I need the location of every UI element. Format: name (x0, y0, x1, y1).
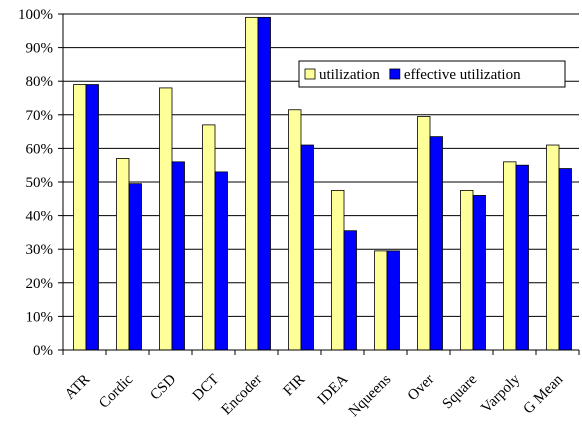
y-tick-label: 70% (26, 108, 54, 124)
bar-effective-utilization-idea (343, 230, 357, 351)
y-tick-label: 90% (26, 41, 54, 57)
bar-utilization-idea (331, 189, 345, 351)
x-tick-label: DCT (190, 372, 223, 405)
bar-utilization-dct (202, 124, 216, 351)
bar-effective-utilization-encoder (257, 16, 271, 351)
y-tick-label: 20% (26, 276, 54, 292)
bar-utilization-over (417, 116, 431, 351)
bar-effective-utilization-varpoly (515, 164, 529, 351)
x-tick-label: Varpoly (478, 371, 523, 416)
y-tick-label: 60% (26, 141, 54, 157)
bar-utilization-fir (288, 109, 302, 351)
legend-label: effective utilization (404, 67, 521, 83)
y-tick-label: 40% (26, 209, 54, 225)
bar-utilization-nqueens (374, 250, 388, 351)
bar-effective-utilization-cordic (128, 183, 142, 351)
bar-utilization-atr (73, 84, 87, 351)
bar-utilization-g-mean (546, 144, 560, 351)
legend-swatch (389, 68, 401, 80)
y-tick-label: 50% (26, 175, 54, 191)
bar-effective-utilization-square (472, 195, 486, 351)
y-tick-label: 30% (26, 242, 54, 258)
x-tick-label: CSD (147, 371, 179, 403)
legend-label: utilization (319, 67, 380, 83)
legend: utilization effective utilization (298, 60, 566, 88)
bar-utilization-square (460, 189, 474, 351)
bar-effective-utilization-nqueens (386, 250, 400, 351)
y-tick-label: 0% (33, 343, 53, 359)
bar-utilization-csd (159, 87, 173, 351)
bar-series-group (73, 16, 572, 351)
x-tick-label: IDEA (315, 371, 352, 408)
y-tick-label: 100% (18, 7, 53, 23)
bar-effective-utilization-dct (214, 171, 228, 351)
x-tick-label: G Mean (521, 371, 567, 417)
bar-effective-utilization-atr (85, 84, 99, 351)
y-tick-label: 80% (26, 74, 54, 90)
x-tick-label: FIR (281, 372, 309, 400)
bar-utilization-encoder (245, 16, 259, 351)
bar-effective-utilization-fir (300, 144, 314, 351)
legend-swatch (304, 68, 316, 80)
x-tick-label: Over (405, 372, 438, 405)
bar-utilization-varpoly (503, 161, 517, 351)
x-tick-label: Nqueens (346, 371, 395, 420)
bar-utilization-cordic (116, 158, 130, 351)
x-tick-label: ATR (62, 372, 93, 403)
x-tick-label: Square (440, 371, 481, 412)
gridlines (63, 13, 579, 317)
y-tick-label: 10% (26, 309, 54, 325)
bar-effective-utilization-g-mean (558, 168, 572, 351)
x-tick-label: Cordic (96, 371, 136, 411)
x-tick-label: Encoder (219, 372, 266, 419)
bar-effective-utilization-over (429, 136, 443, 351)
y-axis-ticks: 0% 10% 20% 30% 40% 50% 60% 70% 80% 90% 100% (18, 7, 63, 359)
bar-effective-utilization-csd (171, 161, 185, 351)
legend-box (298, 60, 566, 88)
